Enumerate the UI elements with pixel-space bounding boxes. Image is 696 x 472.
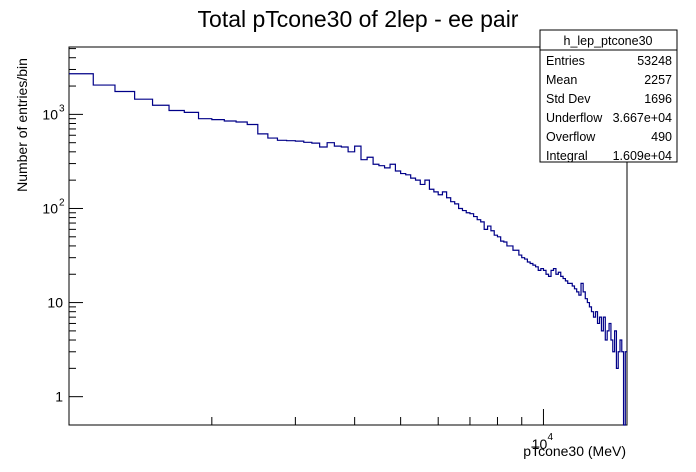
stats-row-label: Underflow bbox=[546, 111, 603, 125]
histogram-series bbox=[69, 73, 627, 426]
stats-row-label: Std Dev bbox=[546, 92, 591, 106]
stats-row-value: 3.667e+04 bbox=[613, 111, 672, 125]
stats-row-value: 53248 bbox=[637, 54, 672, 68]
x-tick-label: 10 bbox=[532, 436, 548, 452]
y-tick-label: 1 bbox=[55, 389, 63, 405]
y-tick-exponent: 3 bbox=[59, 103, 65, 114]
chart-title: Total pTcone30 of 2lep - ee pair bbox=[198, 6, 519, 32]
x-axis-label: pTcone30 (MeV) bbox=[523, 443, 626, 459]
stats-row-label: Integral bbox=[546, 149, 588, 163]
x-axis: 10 4 bbox=[68, 409, 553, 452]
y-tick-label: 10 bbox=[47, 295, 63, 311]
y-axis-label: Number of entries/bin bbox=[14, 58, 30, 192]
stats-row-label: Entries bbox=[546, 54, 585, 68]
stats-row-value: 1.609e+04 bbox=[613, 149, 672, 163]
stats-box-title: h_lep_ptcone30 bbox=[564, 34, 653, 48]
stats-box: h_lep_ptcone30 Entries 53248 Mean 2257 Std D… bbox=[539, 29, 678, 163]
x-tick-exponent: 4 bbox=[547, 432, 553, 443]
stats-row-label: Mean bbox=[546, 73, 577, 87]
y-tick-exponent: 2 bbox=[59, 197, 65, 208]
y-tick-label: 10 bbox=[42, 106, 58, 122]
stats-row-value: 1696 bbox=[644, 92, 672, 106]
stats-row-value: 2257 bbox=[644, 73, 672, 87]
stats-rows: Entries 53248 Mean 2257 Std Dev 1696 Underflow… bbox=[546, 54, 672, 163]
stats-box-frame bbox=[539, 29, 678, 163]
plot-frame bbox=[68, 46, 628, 426]
stats-row-value: 490 bbox=[651, 130, 672, 144]
stats-row-label: Overflow bbox=[546, 130, 596, 144]
y-tick-label: 10 bbox=[42, 200, 58, 216]
